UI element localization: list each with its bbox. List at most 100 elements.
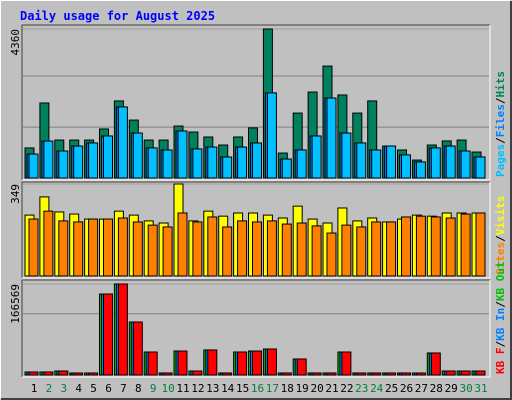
bar [401, 216, 411, 277]
bar [28, 153, 39, 179]
legend-separator: / [494, 97, 507, 104]
bar [177, 212, 188, 277]
bar [326, 232, 337, 277]
bar [296, 222, 307, 277]
bar [207, 349, 218, 376]
bar [252, 350, 262, 376]
bar [103, 218, 113, 277]
panel-edge-dark [21, 24, 490, 180]
bar [401, 372, 411, 376]
bar [147, 351, 158, 376]
bar [103, 135, 113, 179]
bar [326, 97, 337, 179]
x-tick-label: 25 [385, 382, 398, 395]
bar [386, 372, 397, 376]
bar [58, 220, 69, 277]
x-tick-label: 14 [221, 382, 235, 395]
bar [132, 221, 143, 277]
bar [371, 372, 382, 376]
bar [43, 140, 54, 179]
x-tick-label: 18 [281, 382, 294, 395]
bar [162, 226, 173, 277]
y-tick-label: 166569 [9, 284, 22, 324]
bar [430, 216, 441, 277]
x-tick-label: 22 [340, 382, 353, 395]
legend-entry: Pages [494, 144, 507, 177]
bar [475, 156, 486, 179]
bar [117, 217, 128, 277]
bar [415, 372, 426, 376]
bar [475, 370, 486, 376]
bar [162, 149, 173, 179]
bar [371, 149, 382, 179]
bar [386, 145, 397, 179]
x-tick-label: 3 [60, 382, 67, 395]
x-tick-label: 26 [400, 382, 413, 395]
bar [281, 372, 292, 376]
legend-entry: Hits [494, 71, 507, 98]
y-tick-label: 349 [9, 184, 22, 204]
x-tick-label: 16 [251, 382, 264, 395]
x-tick-label: 15 [236, 382, 249, 395]
panel-edge-light [22, 25, 491, 181]
x-tick-label: 2 [46, 382, 53, 395]
bar [43, 210, 54, 277]
x-tick-label: 8 [135, 382, 142, 395]
bar [28, 218, 39, 277]
x-tick-label: 4 [75, 382, 82, 395]
bar [415, 161, 426, 179]
bar [177, 350, 188, 376]
bar [132, 132, 143, 179]
bar [401, 154, 411, 179]
bar [356, 226, 367, 277]
x-tick-label: 17 [266, 382, 279, 395]
legend-separator: / [494, 235, 507, 242]
bar [103, 293, 113, 376]
legend-separator: / [494, 341, 507, 348]
bar [341, 132, 352, 179]
x-tick-label: 19 [296, 382, 309, 395]
legend-entry: Files [494, 104, 507, 137]
bar [356, 372, 367, 376]
legend-separator: / [494, 301, 507, 308]
bar [296, 358, 307, 376]
legend-entry: KB F [494, 348, 507, 375]
bar [207, 216, 218, 277]
legend: Pages/Files/Hits [494, 71, 507, 177]
bar [311, 225, 322, 277]
bar [73, 372, 84, 376]
bar [281, 158, 292, 179]
bar [386, 221, 397, 277]
y-tick-label: 4360 [9, 29, 22, 56]
bar [88, 142, 99, 179]
bar [237, 220, 248, 277]
bar [430, 352, 441, 376]
x-tick-label: 29 [445, 382, 458, 395]
legend: Sites/Visits [494, 196, 507, 276]
bar [252, 142, 262, 179]
x-tick-label: 5 [90, 382, 97, 395]
bar [162, 372, 173, 376]
legend-entry: KB In [494, 308, 507, 341]
x-tick-label: 20 [310, 382, 323, 395]
bar [252, 221, 262, 277]
bar [222, 156, 233, 179]
panel-edge-light [22, 280, 491, 378]
bar [237, 351, 248, 376]
panel-edge-dark [21, 181, 490, 278]
bar [88, 372, 99, 376]
legend: KB F/KB In/KB Out [494, 261, 507, 374]
bar [266, 348, 277, 376]
bar [117, 283, 128, 376]
bar [266, 220, 277, 277]
x-tick-label: 13 [206, 382, 219, 395]
bar [341, 224, 352, 277]
bar [43, 371, 54, 376]
x-tick-label: 7 [120, 382, 127, 395]
bar [58, 370, 69, 376]
bar [415, 215, 426, 277]
x-tick-label: 1 [31, 382, 38, 395]
x-tick-label: 9 [150, 382, 157, 395]
